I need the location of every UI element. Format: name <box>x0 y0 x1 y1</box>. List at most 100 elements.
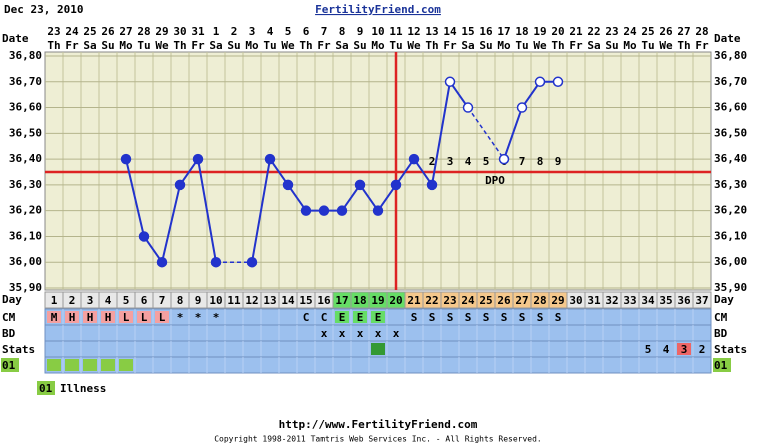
day-number: 20 <box>389 294 402 307</box>
date-weekday: Tu <box>641 39 654 52</box>
y-tick-label: 36,30 <box>9 178 42 191</box>
date-day: 2 <box>231 25 238 38</box>
dpo-number: 3 <box>447 155 454 168</box>
y-tick-label: 36,20 <box>9 204 42 217</box>
row-label: Stats <box>2 343 35 356</box>
day-number: 14 <box>281 294 295 307</box>
day-number: 23 <box>443 294 456 307</box>
dpo-number: 2 <box>429 155 436 168</box>
row-cell <box>65 311 79 323</box>
date-weekday: We <box>533 39 547 52</box>
date-day: 4 <box>267 25 274 38</box>
date-day: 23 <box>47 25 60 38</box>
day-number: 16 <box>317 294 331 307</box>
date-weekday: Th <box>677 39 690 52</box>
date-day: 23 <box>605 25 618 38</box>
site-title[interactable]: FertilityFriend.com <box>315 3 441 16</box>
day-number: 1 <box>51 294 58 307</box>
y-tick-label-right: 36,00 <box>714 255 747 268</box>
row-value: 5 <box>645 343 652 356</box>
day-number: 8 <box>177 294 184 307</box>
date-label: Date <box>714 32 741 45</box>
day-number: 2 <box>69 294 76 307</box>
row-value: 3 <box>681 343 688 356</box>
row-value: x <box>357 327 364 340</box>
temp-point <box>444 76 456 88</box>
temp-line <box>125 156 217 265</box>
date-day: 17 <box>497 25 510 38</box>
row-value: x <box>339 327 346 340</box>
row-cell <box>353 311 367 323</box>
day-number: 26 <box>497 294 511 307</box>
row-value: S <box>501 311 508 324</box>
y-tick-label: 35,90 <box>9 281 42 294</box>
date-weekday: Mo <box>497 39 511 52</box>
date-day: 24 <box>623 25 637 38</box>
copyright: Copyright 1998-2011 Tamtris Web Services… <box>214 435 542 444</box>
row-value: x <box>375 327 382 340</box>
day-number: 33 <box>623 294 636 307</box>
temp-point <box>246 256 258 268</box>
legend-swatch <box>37 381 55 395</box>
row-label: CM <box>714 311 728 324</box>
date-day: 18 <box>515 25 528 38</box>
row-value: x <box>321 327 328 340</box>
date-day: 10 <box>371 25 384 38</box>
row-value: * <box>195 311 202 324</box>
row-label: Stats <box>714 343 747 356</box>
day-number: 25 <box>479 294 492 307</box>
date-day: 28 <box>137 25 150 38</box>
date-weekday: Sa <box>335 39 348 52</box>
row-cell <box>47 311 61 323</box>
date-day: 31 <box>191 25 205 38</box>
temp-point <box>282 179 294 191</box>
row-value: M <box>51 311 58 324</box>
row-value: S <box>537 311 544 324</box>
day-number: 36 <box>677 294 691 307</box>
row-cell <box>83 359 97 371</box>
y-tick-label-right: 36,30 <box>714 178 747 191</box>
row-value: L <box>159 311 166 324</box>
temp-point <box>156 256 168 268</box>
date-day: 22 <box>587 25 600 38</box>
day-label: Day <box>2 293 22 306</box>
temp-point <box>552 76 564 88</box>
row-value: S <box>519 311 526 324</box>
row-label-bg <box>1 358 19 372</box>
day-number: 10 <box>209 294 222 307</box>
temp-point <box>264 153 276 165</box>
row-value: H <box>105 311 112 324</box>
y-tick-label-right: 36,60 <box>714 101 747 114</box>
row-value: E <box>339 311 346 324</box>
row-label: BD <box>2 327 16 340</box>
date-weekday: Fr <box>65 39 79 52</box>
day-number: 9 <box>195 294 202 307</box>
legend-code: 01 <box>39 382 53 395</box>
date-day: 6 <box>303 25 310 38</box>
day-number: 13 <box>263 294 276 307</box>
row-value: 2 <box>699 343 706 356</box>
date-weekday: Mo <box>371 39 385 52</box>
footer-url[interactable]: http://www.FertilityFriend.com <box>279 418 478 431</box>
row-value: S <box>465 311 472 324</box>
date-day: 27 <box>119 25 132 38</box>
date-day: 24 <box>65 25 79 38</box>
date-weekday: We <box>659 39 673 52</box>
date-day: 29 <box>155 25 168 38</box>
date-day: 14 <box>443 25 457 38</box>
row-value: * <box>213 311 220 324</box>
y-tick-label-right: 36,70 <box>714 75 747 88</box>
row-cell <box>65 359 79 371</box>
day-number: 24 <box>461 294 475 307</box>
date-weekday: Tu <box>515 39 528 52</box>
date-weekday: Th <box>299 39 312 52</box>
day-number: 5 <box>123 294 130 307</box>
date-weekday: Sa <box>209 39 222 52</box>
row-cell <box>677 343 691 355</box>
row-cell <box>119 311 133 323</box>
day-label: Day <box>714 293 734 306</box>
row-value: S <box>429 311 436 324</box>
temp-point <box>408 153 420 165</box>
temp-point <box>336 205 348 216</box>
